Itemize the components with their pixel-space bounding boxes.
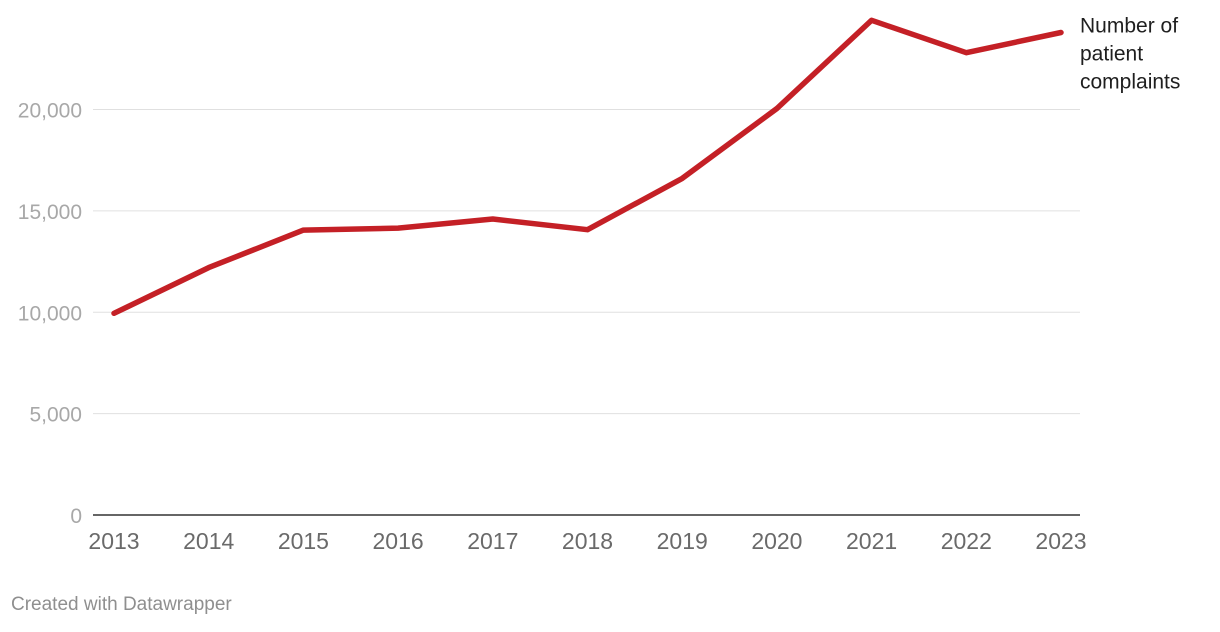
x-tick-label: 2013	[88, 528, 139, 554]
x-tick-label: 2023	[1035, 528, 1086, 554]
y-tick-label: 0	[70, 505, 82, 528]
y-tick-label: 15,000	[18, 201, 82, 224]
x-axis-ticks: 2013 2014 2015 2016 2017 2018 2019 2020 2021 2022…	[88, 528, 1086, 554]
y-axis-ticks: 0 5,000 10,000 15,000 20,000	[18, 100, 82, 529]
series-label-line: Number of	[1080, 14, 1178, 37]
series-label-line: complaints	[1080, 70, 1180, 93]
y-tick-label: 5,000	[29, 404, 82, 427]
y-tick-label: 20,000	[18, 100, 82, 123]
series-line	[111, 17, 1064, 317]
gridlines	[93, 109, 1080, 516]
x-tick-label: 2016	[373, 528, 424, 554]
x-tick-label: 2021	[846, 528, 897, 554]
x-tick-label: 2020	[751, 528, 802, 554]
y-tick-label: 10,000	[18, 302, 82, 325]
x-tick-label: 2018	[562, 528, 613, 554]
credit-text: Created with Datawrapper	[11, 594, 232, 615]
x-tick-label: 2014	[183, 528, 234, 554]
x-tick-label: 2015	[278, 528, 329, 554]
x-tick-label: 2022	[941, 528, 992, 554]
series-label: Number of patient complaints	[1080, 14, 1180, 93]
x-tick-label: 2019	[657, 528, 708, 554]
series-layer	[111, 17, 1064, 317]
x-tick-label: 2017	[467, 528, 518, 554]
series-label-line: patient	[1080, 42, 1143, 65]
